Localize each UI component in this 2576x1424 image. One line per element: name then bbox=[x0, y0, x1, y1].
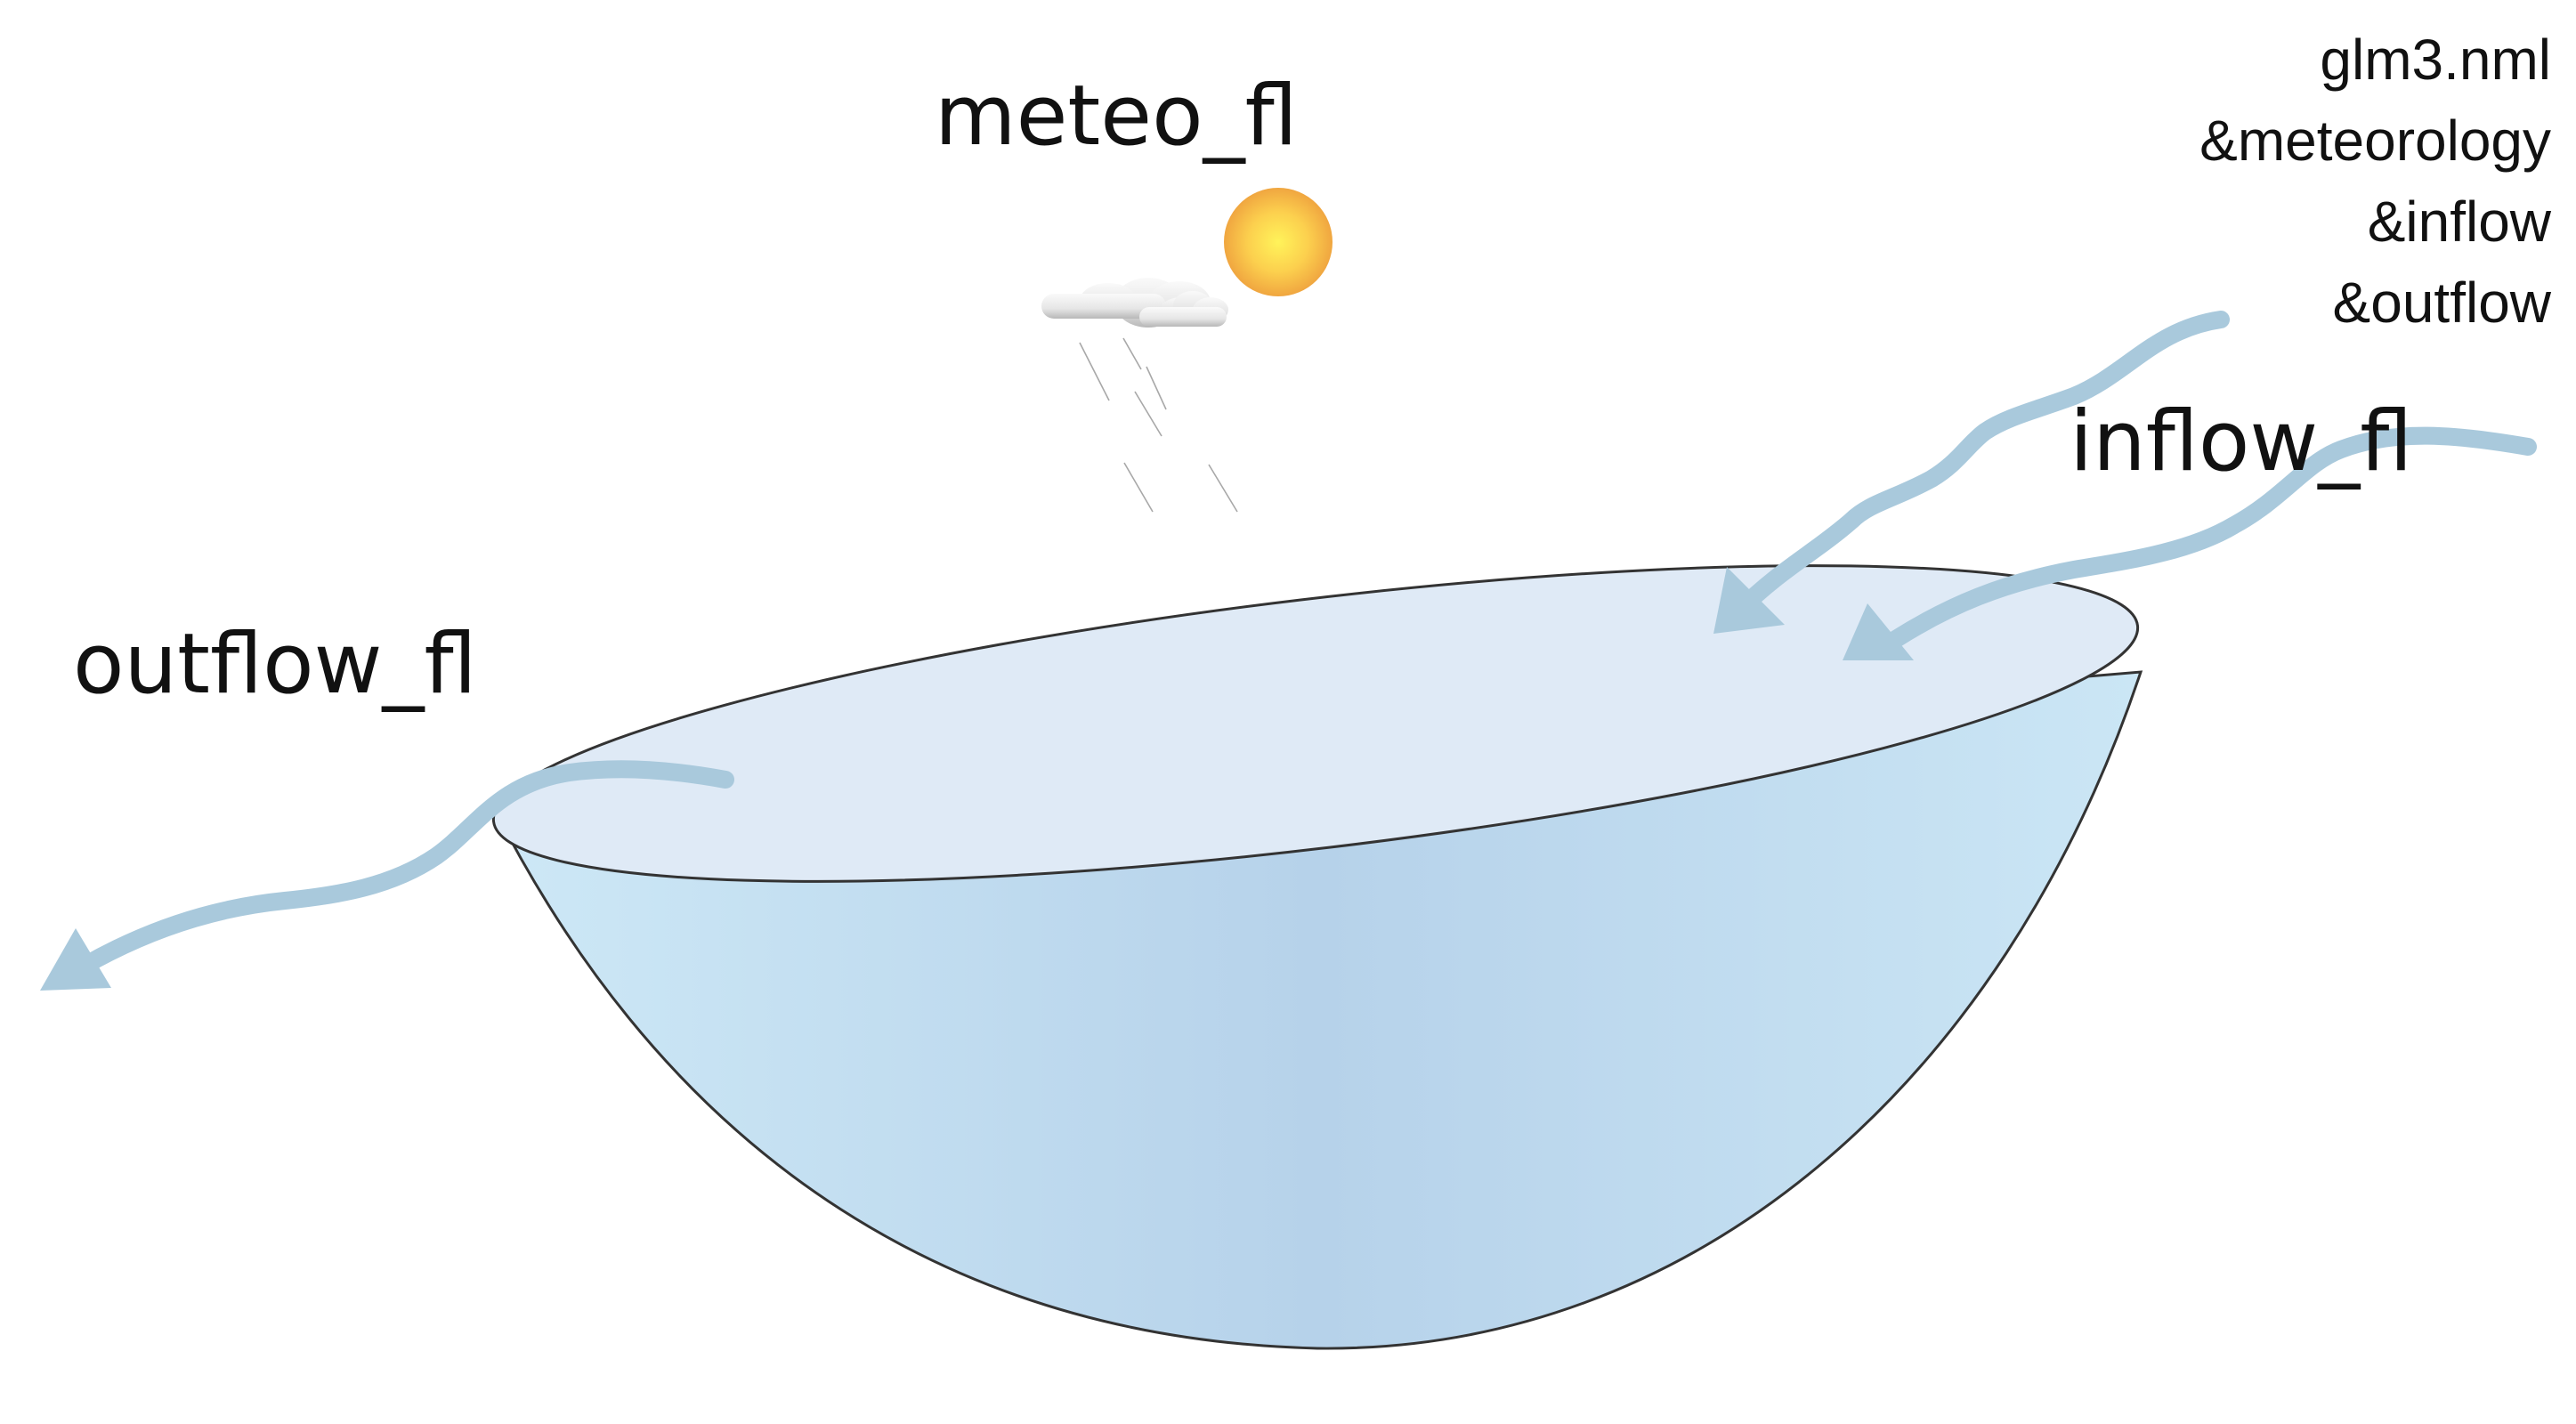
config-filename: glm3.nml bbox=[2320, 28, 2551, 92]
lake-surface bbox=[491, 564, 2140, 883]
outflow-label: outflow_fl bbox=[73, 616, 477, 713]
rain-cloud-icon bbox=[1041, 278, 1238, 513]
config-section-outflow: &outflow bbox=[2332, 271, 2551, 335]
config-file-block: glm3.nml &meteorology &inflow &outflow bbox=[2199, 20, 2551, 344]
sun-icon bbox=[1224, 188, 1333, 296]
outflow-arrow bbox=[40, 760, 734, 991]
meteo-label: meteo_fl bbox=[935, 68, 1298, 165]
inflow-arrow-upper bbox=[1713, 311, 2230, 634]
config-section-meteorology: &meteorology bbox=[2199, 109, 2551, 173]
config-section-inflow: &inflow bbox=[2367, 190, 2551, 254]
inflow-arrow-lower bbox=[1843, 426, 2537, 660]
inflow-label: inflow_fl bbox=[2070, 393, 2413, 490]
